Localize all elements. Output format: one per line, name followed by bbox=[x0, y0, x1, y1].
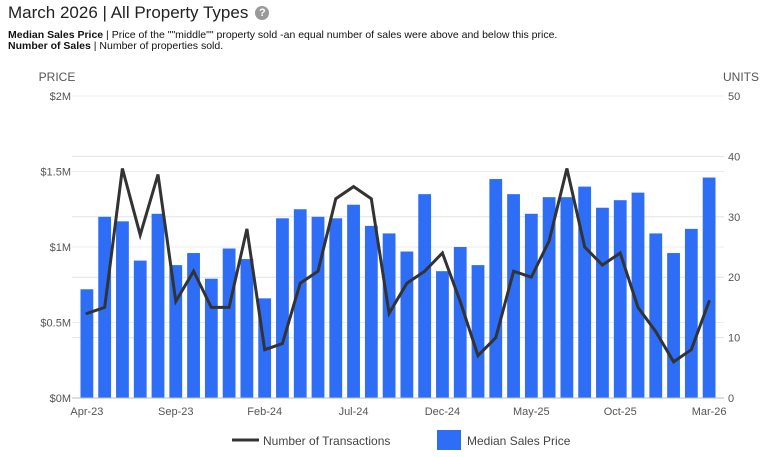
right-axis-tick-label: 10 bbox=[728, 333, 740, 345]
median-price-definition: | Price of the ""middle"" property sold … bbox=[103, 29, 558, 41]
legend-bar-label: Median Sales Price bbox=[467, 434, 571, 448]
price-bar[interactable] bbox=[684, 228, 698, 398]
x-axis-tick-label: Dec-24 bbox=[425, 406, 460, 418]
price-bar[interactable] bbox=[133, 260, 147, 398]
right-axis-tick-label: 50 bbox=[728, 91, 740, 103]
price-bar[interactable] bbox=[240, 259, 254, 398]
left-axis-tick-label: $1.5M bbox=[40, 167, 71, 179]
price-bar[interactable] bbox=[578, 186, 592, 398]
number-of-sales-definition: | Number of properties sold. bbox=[90, 40, 224, 52]
right-axis-tick-label: 0 bbox=[728, 393, 734, 405]
price-bar[interactable] bbox=[524, 213, 538, 398]
price-bar[interactable] bbox=[400, 251, 414, 398]
x-axis-tick-label: Feb-24 bbox=[247, 406, 282, 418]
price-bar[interactable] bbox=[347, 204, 360, 398]
price-bar[interactable] bbox=[471, 265, 485, 398]
x-axis-tick-label: May-25 bbox=[513, 406, 550, 418]
price-bar[interactable] bbox=[560, 197, 574, 398]
right-axis-tick-label: 40 bbox=[728, 151, 740, 163]
x-axis-tick-label: Apr-23 bbox=[70, 406, 103, 418]
price-bar[interactable] bbox=[293, 209, 307, 398]
left-axis-tick-label: $0.5M bbox=[40, 318, 71, 330]
median-price-term: Median Sales Price bbox=[8, 29, 104, 41]
price-bar[interactable] bbox=[418, 194, 432, 398]
price-bar[interactable] bbox=[596, 207, 609, 398]
price-bar[interactable] bbox=[187, 253, 200, 398]
price-bar[interactable] bbox=[169, 265, 183, 398]
left-axis-tick-label: $2M bbox=[50, 91, 71, 103]
transactions-line[interactable] bbox=[85, 168, 711, 364]
median-price-description: Median Sales Price | Price of the ""midd… bbox=[8, 29, 557, 41]
price-bar[interactable] bbox=[702, 177, 716, 398]
number-of-sales-description: Number of Sales | Number of properties s… bbox=[8, 40, 223, 52]
legend-line-label: Number of Transactions bbox=[263, 434, 390, 448]
right-axis-tick-label: 30 bbox=[728, 212, 740, 224]
price-bar[interactable] bbox=[151, 213, 165, 398]
left-axis-title: PRICE bbox=[39, 70, 76, 84]
x-axis-tick-label: Jul-24 bbox=[339, 406, 369, 418]
price-bar[interactable] bbox=[311, 216, 325, 398]
x-axis-tick-label: Mar-26 bbox=[692, 406, 727, 418]
price-bar[interactable] bbox=[631, 192, 645, 398]
x-axis-tick-label: Oct-25 bbox=[604, 406, 637, 418]
price-bar[interactable] bbox=[489, 179, 503, 398]
price-bar[interactable] bbox=[613, 200, 627, 398]
x-axis-tick-label: Sep-23 bbox=[158, 406, 193, 418]
price-bar[interactable] bbox=[667, 253, 680, 398]
price-bar[interactable] bbox=[649, 233, 663, 398]
question-circle-icon[interactable]: ? bbox=[255, 6, 270, 20]
price-bar[interactable] bbox=[436, 271, 449, 398]
price-bar[interactable] bbox=[364, 225, 378, 398]
price-bar[interactable] bbox=[116, 221, 129, 398]
price-bar[interactable] bbox=[222, 248, 236, 398]
price-bar[interactable] bbox=[276, 218, 289, 398]
price-bar[interactable] bbox=[453, 247, 467, 398]
price-bar[interactable] bbox=[329, 218, 343, 398]
chart-header: March 2026 | All Property Types ? bbox=[8, 3, 270, 23]
number-of-sales-term: Number of Sales bbox=[8, 40, 91, 52]
price-bar[interactable] bbox=[507, 194, 520, 398]
left-axis-tick-label: $1M bbox=[50, 242, 71, 254]
right-axis-title: UNITS bbox=[723, 70, 759, 84]
chart-title: March 2026 | All Property Types bbox=[8, 3, 249, 22]
price-bar[interactable] bbox=[80, 289, 94, 398]
left-axis-tick-label: $0M bbox=[50, 393, 71, 405]
right-axis-tick-label: 20 bbox=[728, 272, 740, 284]
legend-bar-swatch bbox=[437, 430, 461, 450]
